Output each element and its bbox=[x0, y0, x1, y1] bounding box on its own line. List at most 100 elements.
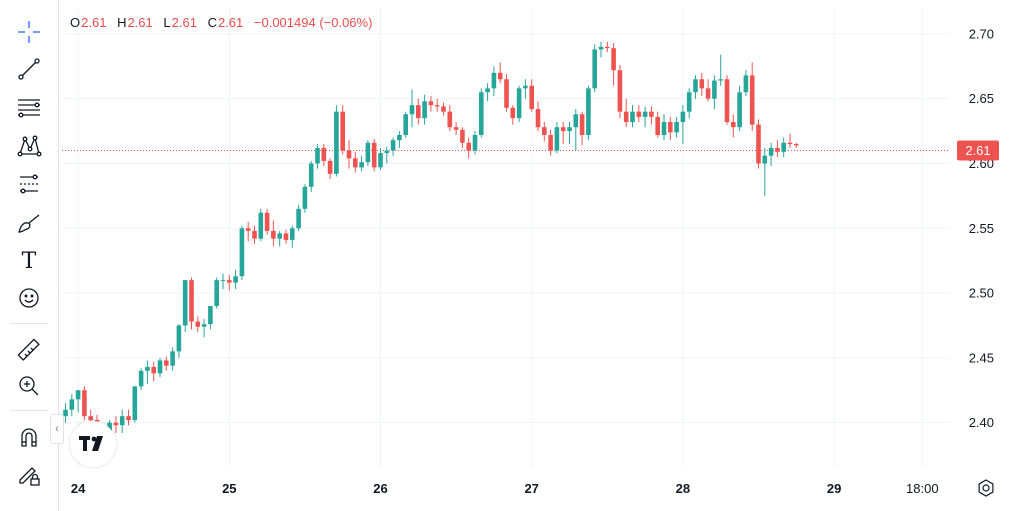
candle-body bbox=[605, 46, 610, 49]
fib-retracement-icon bbox=[18, 99, 40, 118]
candle-body bbox=[699, 79, 705, 89]
open-value: 2.61 bbox=[81, 15, 107, 30]
candle-body bbox=[768, 147, 774, 156]
open-label: O bbox=[70, 15, 81, 30]
toolbar-collapse-handle[interactable]: ‹ bbox=[50, 414, 64, 444]
candle-body bbox=[623, 111, 629, 123]
candle-body bbox=[516, 88, 522, 119]
candle-body bbox=[189, 280, 194, 322]
candle-body bbox=[718, 79, 723, 81]
candle-body bbox=[529, 85, 534, 110]
candle-body bbox=[479, 92, 484, 135]
text-tool[interactable]: T bbox=[13, 245, 45, 277]
candle-body bbox=[567, 127, 572, 132]
candle-body bbox=[132, 386, 138, 421]
candle-body bbox=[497, 72, 503, 80]
candle-body bbox=[749, 75, 755, 125]
candle-body bbox=[586, 88, 591, 135]
trend-line-icon bbox=[18, 58, 40, 80]
time-tick-label: 18:00 bbox=[906, 481, 939, 496]
time-tick-label: 28 bbox=[676, 481, 690, 496]
pattern-tool[interactable] bbox=[13, 130, 45, 162]
candle-body bbox=[346, 150, 352, 159]
candle-body bbox=[630, 111, 635, 123]
candle-body bbox=[170, 351, 175, 366]
candle-body bbox=[712, 80, 717, 99]
time-tick-label: 26 bbox=[373, 481, 387, 496]
candle-body bbox=[535, 109, 541, 128]
candle-body bbox=[182, 280, 188, 326]
ruler-tool[interactable] bbox=[13, 334, 45, 366]
candle-body bbox=[176, 325, 182, 352]
candle-body bbox=[693, 79, 698, 93]
candle-body bbox=[523, 85, 528, 89]
settings-gear-icon[interactable] bbox=[976, 478, 996, 498]
time-tick-label: 24 bbox=[71, 481, 86, 496]
candle-body bbox=[579, 114, 585, 135]
zoom-in-tool[interactable] bbox=[13, 370, 45, 402]
candle-body bbox=[453, 127, 459, 130]
emoji-tool[interactable] bbox=[13, 282, 45, 314]
magnet-tool[interactable] bbox=[13, 422, 45, 454]
last-price-tag-bg bbox=[957, 140, 999, 161]
time-axis[interactable]: 24 25 26 27 28 29 18:00 bbox=[71, 481, 939, 496]
candle-body bbox=[403, 114, 408, 135]
candle-body bbox=[164, 360, 169, 366]
candle-body bbox=[668, 122, 673, 133]
price-axis[interactable]: 2.402.452.502.552.602.652.70 bbox=[969, 26, 994, 430]
candle-body bbox=[731, 122, 736, 128]
candle-body bbox=[781, 142, 786, 152]
candle-body bbox=[560, 127, 566, 132]
candle-body bbox=[195, 321, 201, 327]
candle-body bbox=[491, 72, 497, 89]
high-label: H bbox=[117, 15, 127, 30]
fib-retracement-tool[interactable] bbox=[13, 92, 45, 124]
candle-body bbox=[138, 370, 144, 387]
low-label: L bbox=[163, 15, 171, 30]
candle-body bbox=[334, 111, 339, 174]
candle-body bbox=[441, 106, 446, 112]
candle-body bbox=[258, 212, 264, 239]
candle-body bbox=[145, 366, 150, 371]
price-tick-label: 2.50 bbox=[969, 286, 994, 301]
crosshair-tool[interactable] bbox=[13, 16, 45, 48]
lock-drawings-tool[interactable] bbox=[13, 459, 45, 491]
candle-body bbox=[113, 422, 119, 426]
candle-body bbox=[384, 150, 390, 154]
ruler-icon bbox=[17, 338, 40, 361]
candle-body bbox=[157, 360, 163, 374]
tradingview-logo-icon bbox=[79, 436, 103, 451]
lock-drawings-icon bbox=[19, 467, 40, 486]
trend-line-tool[interactable] bbox=[13, 53, 45, 85]
candle-body bbox=[277, 233, 282, 239]
candle-body bbox=[233, 276, 238, 283]
candle-body bbox=[245, 228, 251, 231]
brush-tool[interactable] bbox=[13, 207, 45, 239]
prediction-tool[interactable] bbox=[13, 168, 45, 200]
candle-body bbox=[655, 116, 660, 135]
candle-body bbox=[264, 212, 270, 231]
candle-body bbox=[371, 142, 377, 168]
candle-body bbox=[724, 79, 730, 123]
candle-body bbox=[794, 144, 799, 146]
candle-body bbox=[302, 186, 308, 209]
price-tick-label: 2.65 bbox=[969, 91, 994, 106]
candle-body bbox=[296, 208, 301, 229]
candle-body bbox=[598, 46, 604, 50]
candle-body bbox=[271, 230, 276, 239]
tradingview-logo[interactable] bbox=[70, 421, 116, 467]
candle-body bbox=[686, 92, 692, 112]
candle-body bbox=[636, 111, 642, 117]
candle-body bbox=[214, 280, 219, 307]
candle-body bbox=[756, 124, 761, 164]
prediction-icon bbox=[20, 174, 38, 194]
candle-body bbox=[208, 306, 213, 325]
toolbar-separator bbox=[10, 323, 48, 324]
candle-body bbox=[649, 111, 654, 117]
candle-body bbox=[126, 416, 131, 421]
ohlc-legend: O2.61 H2.61 L2.61 C2.61 −0.001494 (−0.06… bbox=[70, 15, 372, 30]
candle-body bbox=[642, 111, 648, 117]
candle-body bbox=[151, 366, 156, 374]
last-price-tag-label: 2.61 bbox=[965, 143, 990, 158]
